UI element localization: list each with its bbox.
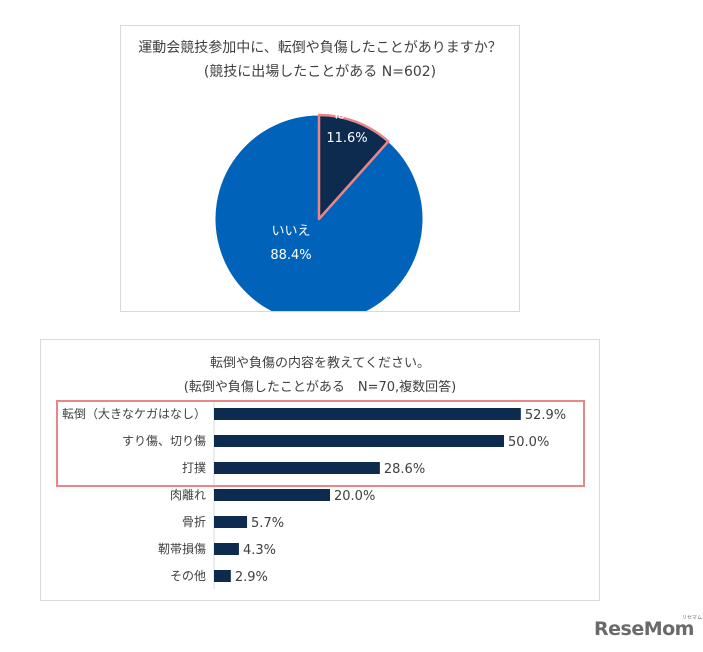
pie-chart: はい 11.6% いいえ 88.4%: [214, 107, 424, 311]
resemom-logo-sub: リセマム: [682, 615, 703, 621]
bar-chart-subtitle: (転倒や負傷したことがある N=70,複数回答): [183, 380, 457, 395]
pie-slice-highlight: [317, 113, 390, 221]
pie-chart-subtitle: (競技に出場したことがある N=602): [203, 64, 437, 80]
bar-chart-panel: 転倒や負傷の内容を教えてください。 (転倒や負傷したことがある N=70,複数回…: [40, 339, 600, 601]
pie-chart-panel: 運動会競技参加中に、転倒や負傷したことがありますか？ (競技に出場したことがある…: [120, 25, 520, 312]
resemom-logo: ReseMom: [594, 618, 694, 640]
pie-chart-title: 運動会競技参加中に、転倒や負傷したことがありますか？: [138, 40, 502, 56]
bar-chart-title: 転倒や負傷の内容を教えてください。: [210, 356, 430, 371]
pie-label-1: いいえ: [271, 224, 310, 239]
pie-label-0: はい: [334, 107, 360, 122]
pie-value-1: 88.4%: [270, 248, 311, 263]
pie-value-0: 11.6%: [326, 131, 367, 146]
